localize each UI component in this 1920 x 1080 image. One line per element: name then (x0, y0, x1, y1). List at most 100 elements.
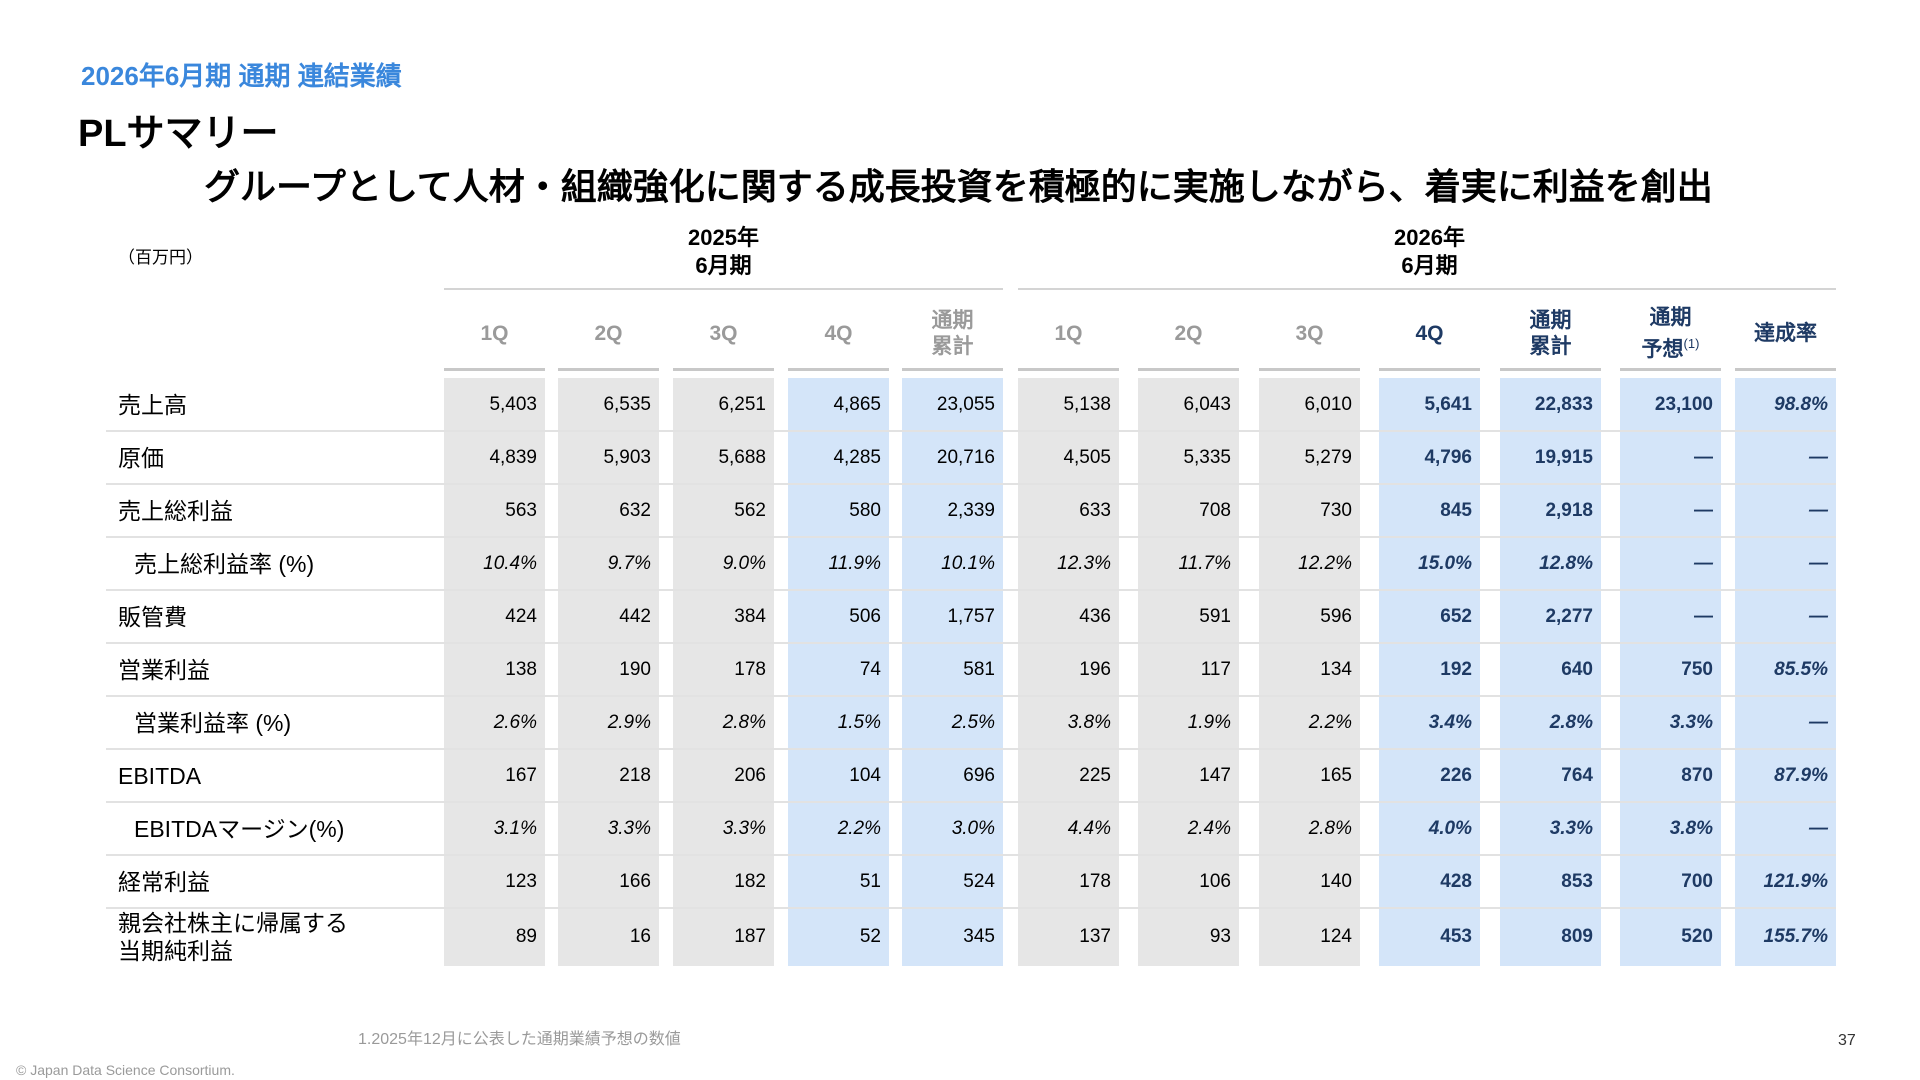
table-cell: 591 (1199, 605, 1231, 627)
column-header-underline (558, 368, 659, 371)
table-cell: 98.8% (1774, 393, 1828, 415)
column-background (1018, 378, 1119, 966)
row-divider (106, 854, 1836, 856)
table-cell: 192 (1440, 658, 1472, 680)
unit-label: （百万円） (118, 248, 203, 267)
row-divider (106, 748, 1836, 750)
table-cell: 764 (1561, 764, 1593, 786)
table-cell: 4,865 (833, 393, 881, 415)
row-label-text: 売上高 (118, 391, 187, 418)
column-header: 4Q (1379, 300, 1480, 368)
column-header: 1Q (1018, 300, 1119, 368)
row-divider (106, 907, 1836, 909)
table-cell: 3.4% (1428, 711, 1472, 733)
footnote-marker: (1) (1683, 336, 1700, 351)
column-header-label: 2Q (594, 322, 623, 345)
table-cell: 178 (1079, 870, 1111, 892)
row-label: 原価 (118, 431, 164, 484)
row-label: EBITDAマージン(%) (118, 802, 344, 855)
column-header-label: 3Q (1295, 322, 1324, 345)
row-label: 経常利益 (118, 855, 210, 908)
table-cell: 506 (849, 605, 881, 627)
row-divider (106, 430, 1836, 432)
table-cell: 3.0% (951, 817, 995, 839)
page-title: PLサマリー (78, 113, 279, 155)
table-cell: 85.5% (1774, 658, 1828, 680)
table-cell: 5,403 (489, 393, 537, 415)
table-cell: 6,535 (603, 393, 651, 415)
column-header: 達成率 (1735, 300, 1836, 368)
table-cell: 226 (1440, 764, 1472, 786)
table-cell: 23,100 (1654, 393, 1713, 415)
table-cell: 652 (1440, 605, 1472, 627)
row-divider (106, 695, 1836, 697)
column-header-label: 通期 累計 (1529, 309, 1572, 358)
table-cell: 138 (505, 658, 537, 680)
table-cell: 5,138 (1063, 393, 1111, 415)
table-cell: 166 (619, 870, 651, 892)
table-cell: 5,335 (1183, 446, 1231, 468)
table-cell: 3.3% (722, 817, 766, 839)
table-cell: — (1809, 711, 1828, 733)
column-background (673, 378, 774, 966)
table-cell: 6,043 (1183, 393, 1231, 415)
column-header: 2Q (558, 300, 659, 368)
table-cell: 2.5% (951, 711, 995, 733)
column-header-label: 通期 累計 (931, 309, 974, 358)
column-background (1379, 378, 1480, 966)
table-cell: 640 (1561, 658, 1593, 680)
table-cell: 15.0% (1418, 552, 1472, 574)
table-cell: 140 (1320, 870, 1352, 892)
table-cell: 2.2% (837, 817, 881, 839)
row-label-text: 原価 (118, 444, 164, 471)
column-header-label: 3Q (709, 322, 738, 345)
column-background (1735, 378, 1836, 966)
table-cell: 2,918 (1545, 499, 1593, 521)
table-cell: 22,833 (1534, 393, 1593, 415)
column-background (1620, 378, 1721, 966)
row-label-text: 営業利益率 (%) (134, 709, 292, 736)
column-header-label: 1Q (480, 322, 509, 345)
table-cell: 580 (849, 499, 881, 521)
table-cell: 11.7% (1178, 552, 1231, 574)
column-background (558, 378, 659, 966)
table-cell: 93 (1209, 926, 1231, 947)
period-header: 2026年 6月期 (1394, 225, 1465, 278)
table-cell: 12.3% (1057, 552, 1111, 574)
table-cell: 3.8% (1067, 711, 1111, 733)
table-cell: 730 (1320, 499, 1352, 521)
table-cell: 196 (1079, 658, 1111, 680)
table-cell: 5,641 (1424, 393, 1472, 415)
table-cell: 182 (734, 870, 766, 892)
row-label-text: EBITDA (118, 762, 202, 789)
table-cell: 117 (1200, 658, 1231, 680)
table-cell: 5,688 (718, 446, 766, 468)
table-cell: 2.4% (1187, 817, 1231, 839)
column-header-label: 1Q (1054, 322, 1083, 345)
table-cell: 2.8% (1308, 817, 1352, 839)
table-cell: 147 (1199, 764, 1231, 786)
table-cell: 853 (1561, 870, 1593, 892)
table-cell: 428 (1440, 870, 1472, 892)
table-cell: 190 (619, 658, 651, 680)
table-cell: 206 (734, 764, 766, 786)
column-header-label: 通期 予想(1) (1641, 306, 1700, 361)
table-cell: 225 (1079, 764, 1111, 786)
table-cell: 2,339 (947, 499, 995, 521)
table-cell: — (1809, 552, 1828, 574)
table-cell: 16 (629, 926, 651, 947)
table-cell: 10.4% (483, 552, 537, 574)
table-cell: 23,055 (936, 393, 995, 415)
row-label-text: 販管費 (118, 603, 187, 630)
column-header: 2Q (1138, 300, 1239, 368)
column-header: 通期 累計 (902, 300, 1003, 368)
footnote: 1.2025年12月に公表した通期業績予想の数値 (358, 1031, 681, 1048)
table-cell: 178 (734, 658, 766, 680)
row-label: 営業利益率 (%) (118, 696, 291, 749)
table-cell: 436 (1079, 605, 1111, 627)
column-header-underline (1735, 368, 1836, 371)
table-cell: 524 (963, 870, 995, 892)
column-header-underline (1138, 368, 1239, 371)
row-label-text: 売上総利益率 (%) (134, 550, 315, 577)
table-cell: — (1694, 552, 1713, 574)
